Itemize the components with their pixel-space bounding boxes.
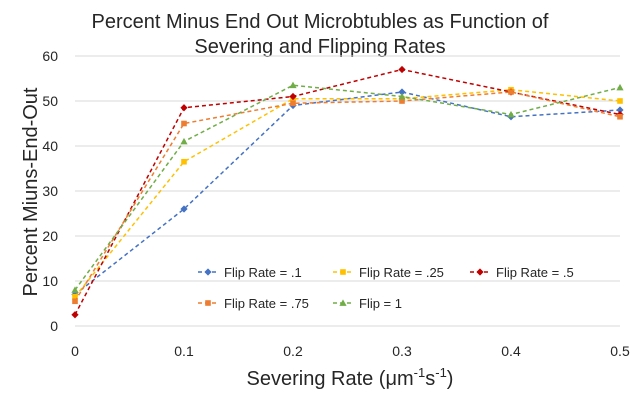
x-tick-label: 0.3 — [392, 343, 412, 359]
y-tick-label: 40 — [42, 138, 58, 154]
legend-label: Flip Rate = .25 — [359, 265, 444, 280]
legend-item-3: Flip Rate = .5 — [470, 265, 574, 280]
legend-item-5: Flip = 1 — [333, 296, 402, 311]
x-axis-label-sup-2: -1 — [435, 365, 447, 380]
x-axis-label-sup-1: -1 — [414, 365, 426, 380]
y-tick-label: 0 — [50, 318, 58, 334]
data-point — [180, 205, 188, 213]
x-tick-label: 0 — [71, 343, 79, 359]
x-axis-label-suffix: ) — [447, 368, 454, 390]
data-point — [290, 100, 296, 107]
series-4 — [72, 89, 623, 305]
data-point — [72, 293, 78, 300]
legend-marker — [205, 300, 211, 306]
data-point — [289, 92, 297, 101]
data-point — [508, 89, 514, 95]
x-axis-ticks: 0 0.1 0.2 0.3 0.4 0.5 — [71, 343, 630, 359]
series-line — [74, 88, 621, 298]
legend-label: Flip Rate = .75 — [224, 296, 309, 311]
data-point — [616, 83, 624, 91]
data-point — [72, 298, 78, 305]
x-axis-label-unit-s: s — [425, 368, 435, 390]
data-point — [71, 286, 79, 293]
x-tick-label: 0.2 — [283, 343, 303, 359]
data-point — [181, 158, 187, 165]
series-line — [74, 84, 621, 291]
data-point — [181, 120, 187, 127]
y-tick-label: 50 — [42, 93, 58, 109]
gridlines — [75, 55, 620, 327]
y-tick-label: 20 — [42, 228, 58, 244]
legend-marker — [340, 269, 346, 275]
data-point — [617, 113, 623, 120]
legend-item-4: Flip Rate = .75 — [198, 296, 309, 311]
x-axis-label: Severing Rate (μm-1s-1) — [247, 365, 454, 390]
series-5 — [71, 81, 624, 293]
y-tick-label: 30 — [42, 183, 58, 199]
data-point — [398, 88, 406, 96]
chart-title-line-2: Severing and Flipping Rates — [194, 36, 445, 58]
x-tick-label: 0.1 — [174, 343, 194, 359]
legend-marker — [204, 268, 212, 276]
series-3 — [71, 65, 624, 319]
legend-label: Flip = 1 — [359, 296, 402, 311]
y-tick-label: 60 — [42, 48, 58, 64]
data-point — [398, 65, 406, 74]
data-point — [507, 110, 515, 118]
data-point — [616, 106, 624, 114]
chart-title-line-1: Percent Minus End Out Microbtubles as Fu… — [92, 11, 549, 33]
legend-item-1: Flip Rate = .1 — [198, 265, 302, 280]
legend-item-2: Flip Rate = .25 — [333, 265, 444, 280]
legend: Flip Rate = .1 Flip Rate = .25 Flip Rate =… — [198, 265, 574, 311]
data-point — [399, 98, 405, 104]
data-point — [180, 104, 188, 112]
legend-label: Flip Rate = .1 — [224, 265, 302, 280]
series-line — [74, 68, 621, 316]
data-point — [71, 311, 79, 319]
legend-marker — [476, 268, 484, 276]
data-point — [180, 137, 188, 145]
x-tick-label: 0.4 — [501, 343, 521, 359]
data-point — [617, 98, 623, 104]
data-point — [289, 81, 297, 89]
series-group — [71, 65, 624, 319]
data-point — [398, 92, 406, 100]
legend-marker — [339, 299, 347, 306]
y-tick-label: 10 — [42, 273, 58, 289]
y-axis-ticks: 0 10 20 30 40 50 60 — [42, 48, 58, 334]
x-tick-label: 0.5 — [610, 343, 630, 359]
series-line — [74, 91, 621, 302]
x-axis-label-prefix: Severing Rate ( — [247, 368, 386, 390]
y-axis-label: Percent Miuns-End-Out — [20, 87, 42, 296]
legend-label: Flip Rate = .5 — [496, 265, 574, 280]
x-axis-label-unit-mu: μm — [385, 368, 413, 390]
